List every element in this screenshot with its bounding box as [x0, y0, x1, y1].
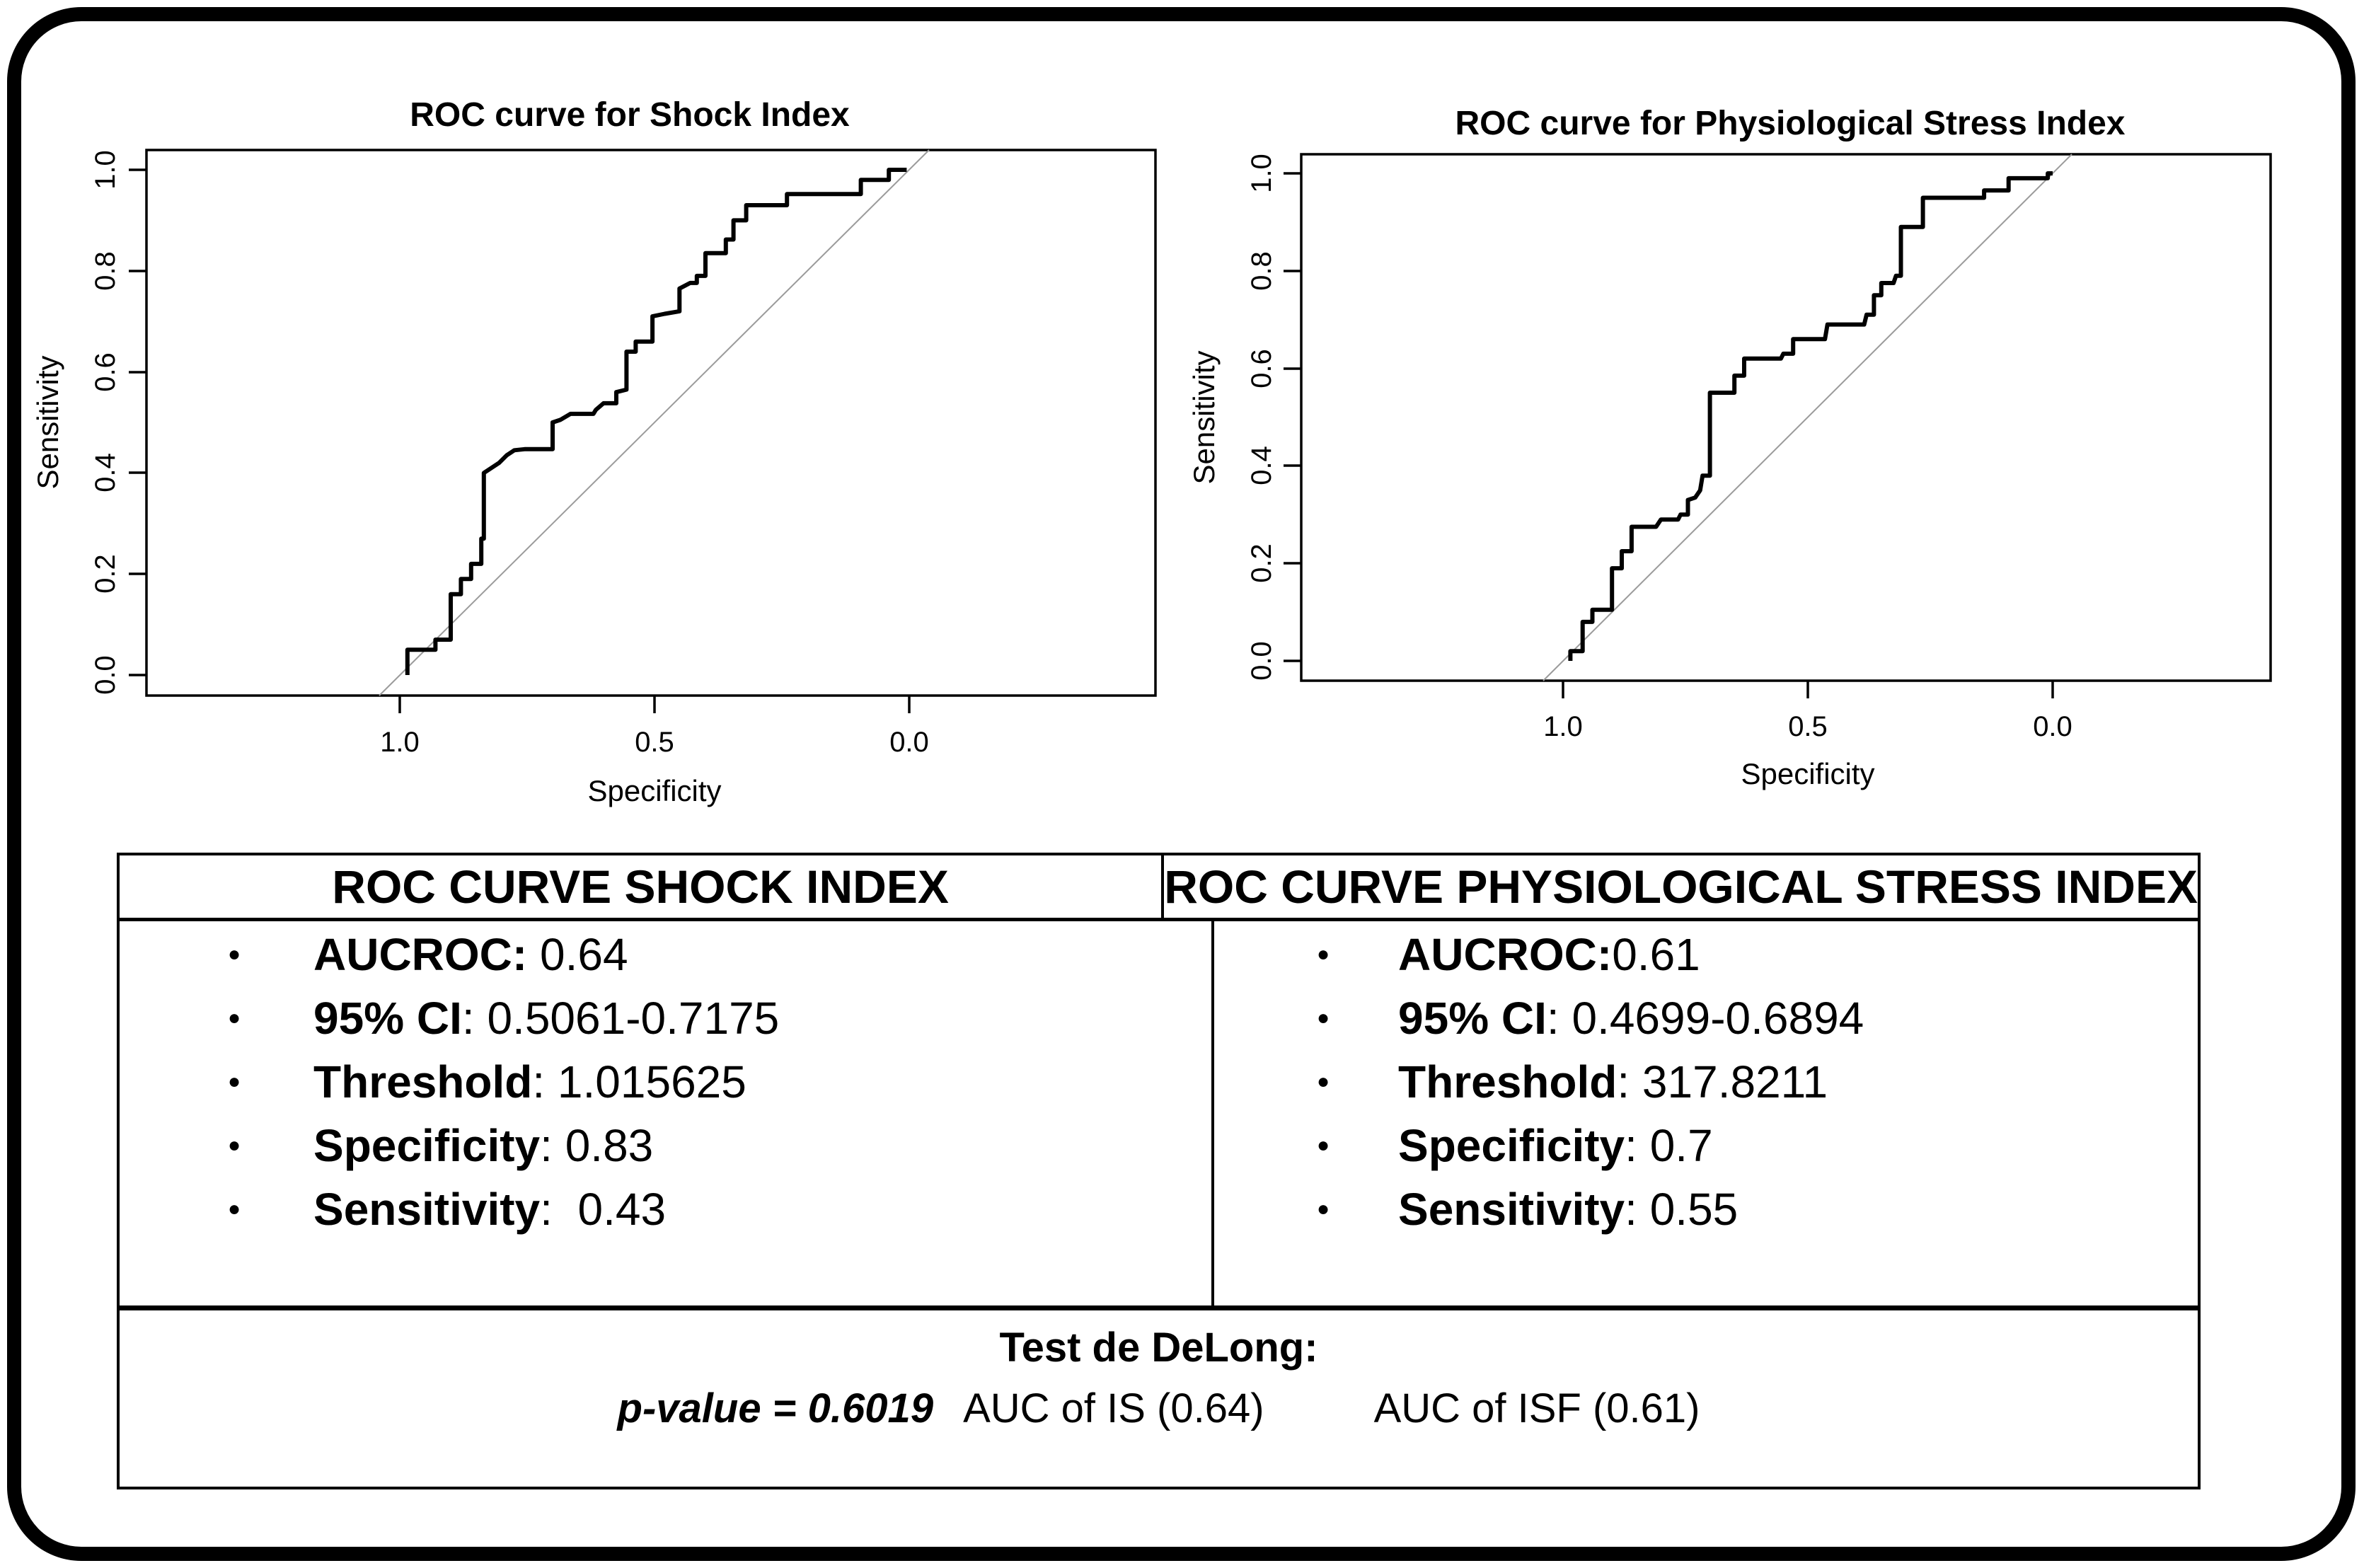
list-item: ● Specificity: 0.7: [1214, 1114, 2198, 1177]
roc-plot-shock-index: ROC curve for Shock Index 1.0 0.5 0.0 Sp…: [31, 96, 1157, 807]
stat-value: : 0.4699-0.6894: [1546, 993, 1864, 1044]
chance-diagonal-line: [1543, 154, 2072, 681]
bullet-icon: ●: [1316, 1134, 1330, 1157]
bullet-icon: ●: [1316, 942, 1330, 966]
bullet-icon: ●: [227, 1006, 241, 1030]
stat-label: Specificity: [313, 1120, 541, 1171]
y-tick-label: 0.8: [90, 251, 121, 291]
y-tick-label: 0.2: [90, 554, 121, 594]
roc-curve-shock-index: [405, 168, 907, 675]
list-item: ● 95% CI: 0.4699-0.6894: [1214, 986, 2198, 1050]
y-tick-label: 1.0: [1246, 154, 1277, 193]
delong-test-title: Test de DeLong:: [999, 1325, 1318, 1371]
y-tick-label: 0.4: [90, 453, 121, 492]
stat-value: : 1.015625: [532, 1056, 746, 1107]
list-item: ● Sensitivity: 0.55: [1214, 1177, 2198, 1241]
stat-label: 95% CI: [1398, 993, 1547, 1044]
y-tick-label: 0.6: [90, 352, 121, 392]
stat-label: Sensitivity: [1398, 1184, 1625, 1235]
stat-value: : 0.5061-0.7175: [461, 993, 780, 1044]
stats-column-physiological-stress-index: ● AUCROC:0.61 ● 95% CI: 0.4699-0.6894 ● …: [1214, 921, 2198, 1305]
stat-label: 95% CI: [313, 993, 462, 1044]
stat-value: : 317.8211: [1617, 1056, 1828, 1107]
stat-label: Specificity: [1398, 1120, 1625, 1171]
y-axis-label: Sensitivity: [31, 355, 64, 489]
stat-label: AUCROC:: [313, 929, 528, 980]
x-tick-label: 0.0: [889, 727, 929, 758]
roc-stats-table: ROC CURVE SHOCK INDEX ROC CURVE PHYSIOLO…: [117, 853, 2201, 1489]
table-header-physiological-stress-index: ROC CURVE PHYSIOLOGICAL STRESS INDEX: [1164, 860, 2198, 913]
stat-label: Threshold: [1398, 1056, 1618, 1107]
stat-value: 0.64: [527, 929, 628, 980]
bullet-icon: ●: [227, 1197, 241, 1221]
list-item: ● Sensitivity: 0.43: [120, 1177, 1211, 1241]
list-item: ● AUCROC: 0.64: [120, 923, 1211, 986]
chart-title: ROC curve for Physiological Stress Index: [1455, 105, 2126, 142]
roc-plot-physiological-stress-index: ROC curve for Physiological Stress Index…: [1187, 105, 2272, 790]
plot-box: [1300, 153, 2272, 682]
stats-column-shock-index: ● AUCROC: 0.64 ● 95% CI: 0.5061-0.7175 ●…: [120, 921, 1214, 1305]
auc-is-value: AUC of IS (0.64): [963, 1385, 1264, 1431]
x-axis-label: Specificity: [1741, 757, 1874, 790]
stat-value: : 0.83: [540, 1120, 654, 1171]
bullet-icon: ●: [227, 1134, 241, 1157]
stat-label: Threshold: [313, 1056, 533, 1107]
y-tick-label: 0.2: [1246, 543, 1277, 583]
chart-title: ROC curve for Shock Index: [410, 96, 850, 134]
stat-label: AUCROC:: [1398, 929, 1613, 980]
auc-isf-value: AUC of ISF (0.61): [1373, 1385, 1700, 1431]
bullet-icon: ●: [1316, 1197, 1330, 1221]
x-tick-label: 0.5: [1788, 711, 1828, 742]
delong-test-row: Test de DeLong: p-value = 0.6019 AUC of I…: [120, 1310, 2198, 1487]
roc-curve-physiological-stress-index: [1568, 171, 2053, 661]
list-item: ● AUCROC:0.61: [1214, 923, 2198, 986]
stat-value: : 0.7: [1625, 1120, 1713, 1171]
stat-value: : 0.55: [1625, 1184, 1739, 1235]
y-tick-label: 0.6: [1246, 349, 1277, 388]
list-item: ● 95% CI: 0.5061-0.7175: [120, 986, 1211, 1050]
y-tick-label: 1.0: [90, 150, 121, 190]
y-tick-label: 0.0: [1246, 641, 1277, 681]
y-tick-label: 0.8: [1246, 251, 1277, 291]
bullet-icon: ●: [1316, 1070, 1330, 1093]
x-tick-label: 0.0: [2033, 711, 2072, 742]
chance-diagonal-line: [379, 149, 930, 696]
bullet-icon: ●: [1316, 1006, 1330, 1030]
list-item: ● Threshold: 317.8211: [1214, 1050, 2198, 1114]
bullet-icon: ●: [227, 942, 241, 966]
delong-p-value: p-value = 0.6019: [617, 1385, 934, 1431]
y-tick-label: 0.4: [1246, 446, 1277, 485]
bullet-icon: ●: [227, 1070, 241, 1093]
stat-value: : 0.43: [540, 1184, 667, 1235]
stat-label: Sensitivity: [313, 1184, 541, 1235]
table-header-shock-index: ROC CURVE SHOCK INDEX: [120, 855, 1165, 918]
y-tick-label: 0.0: [90, 655, 121, 695]
stat-value: 0.61: [1612, 929, 1700, 980]
table-header-row: ROC CURVE SHOCK INDEX ROC CURVE PHYSIOLO…: [120, 855, 2198, 921]
table-body-row: ● AUCROC: 0.64 ● 95% CI: 0.5061-0.7175 ●…: [120, 921, 2198, 1310]
x-tick-label: 1.0: [380, 727, 420, 758]
x-tick-label: 0.5: [635, 727, 674, 758]
list-item: ● Threshold: 1.015625: [120, 1050, 1211, 1114]
y-axis-label: Sensitivity: [1187, 350, 1221, 484]
list-item: ● Specificity: 0.83: [120, 1114, 1211, 1177]
x-axis-label: Specificity: [587, 774, 721, 807]
plot-box: [145, 149, 1157, 697]
x-tick-label: 1.0: [1543, 711, 1583, 742]
